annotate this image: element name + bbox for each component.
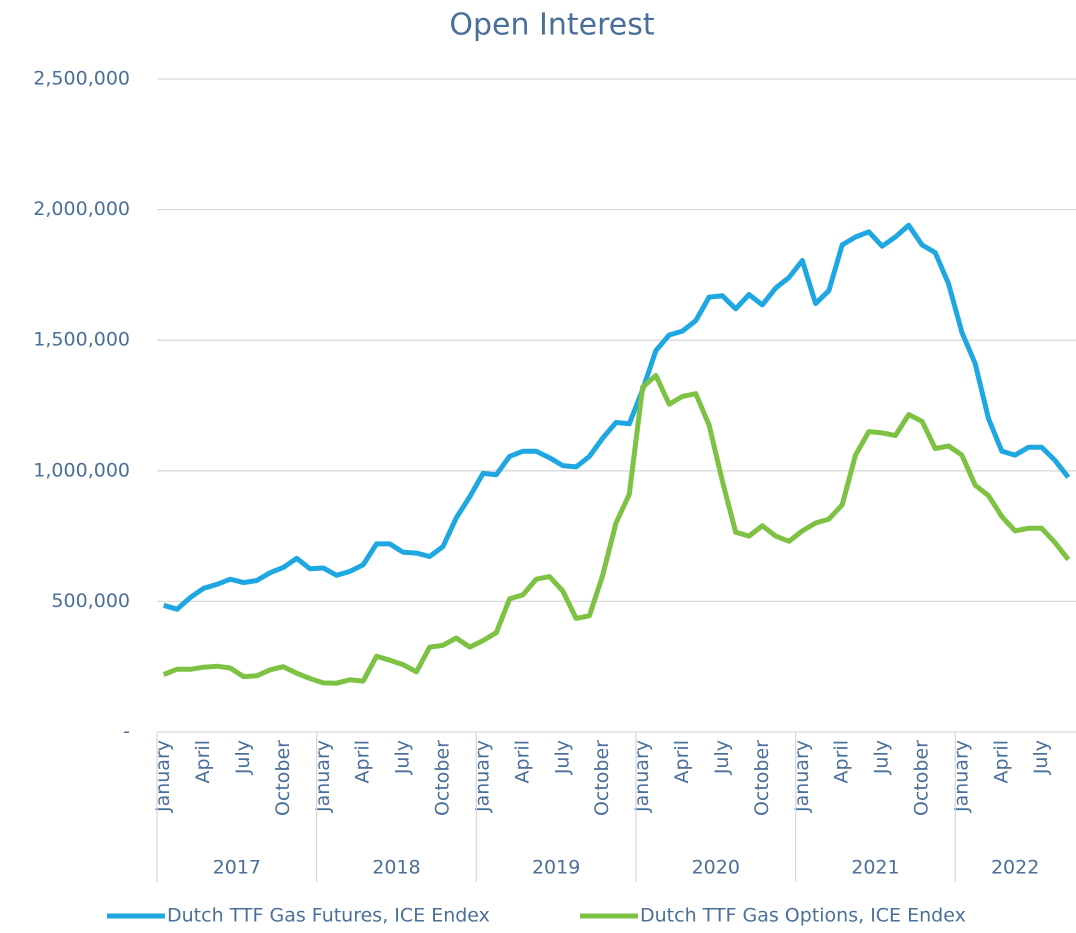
y-tick-label: 1,000,000 [33,459,130,481]
x-group-label: 2019 [532,857,580,879]
x-tick-label: October [751,740,773,816]
x-tick-label: January [950,740,972,813]
x-tick-label: October [432,740,454,816]
x-tick-label: July [1030,740,1052,775]
x-tick-label: July [551,740,573,775]
x-tick-label: October [272,740,294,816]
legend-label: Dutch TTF Gas Options, ICE Endex [640,905,966,927]
x-tick-label: April [990,740,1012,783]
x-tick-label: October [591,740,613,816]
legend-label: Dutch TTF Gas Futures, ICE Endex [167,905,490,927]
x-tick-label: April [511,740,533,783]
x-group-label: 2017 [213,857,261,879]
y-tick-label: 2,500,000 [33,68,130,90]
y-tick-label: 1,500,000 [33,329,130,351]
x-group-label: 2018 [372,857,420,879]
x-tick-label: January [312,740,334,813]
x-tick-label: April [352,740,374,783]
y-tick-label: 2,000,000 [33,198,130,220]
x-tick-label: October [911,740,933,816]
y-tick-label: - [123,721,130,743]
x-tick-label: January [791,740,813,813]
series-line [162,222,1071,612]
x-tick-label: July [871,740,893,775]
x-group-label: 2022 [991,857,1039,879]
x-tick-label: January [631,740,653,813]
x-tick-label: January [152,740,174,813]
x-tick-label: April [831,740,853,783]
x-group-label: 2020 [692,857,740,879]
x-tick-label: January [471,740,493,813]
x-tick-label: April [671,740,693,783]
x-tick-label: July [711,740,733,775]
x-tick-label: July [232,740,254,775]
y-tick-label: 500,000 [51,590,130,612]
chart-title: Open Interest [449,8,655,43]
x-tick-label: July [392,740,414,775]
series-line [162,373,1071,686]
x-group-label: 2021 [851,857,899,879]
x-tick-label: April [192,740,214,783]
